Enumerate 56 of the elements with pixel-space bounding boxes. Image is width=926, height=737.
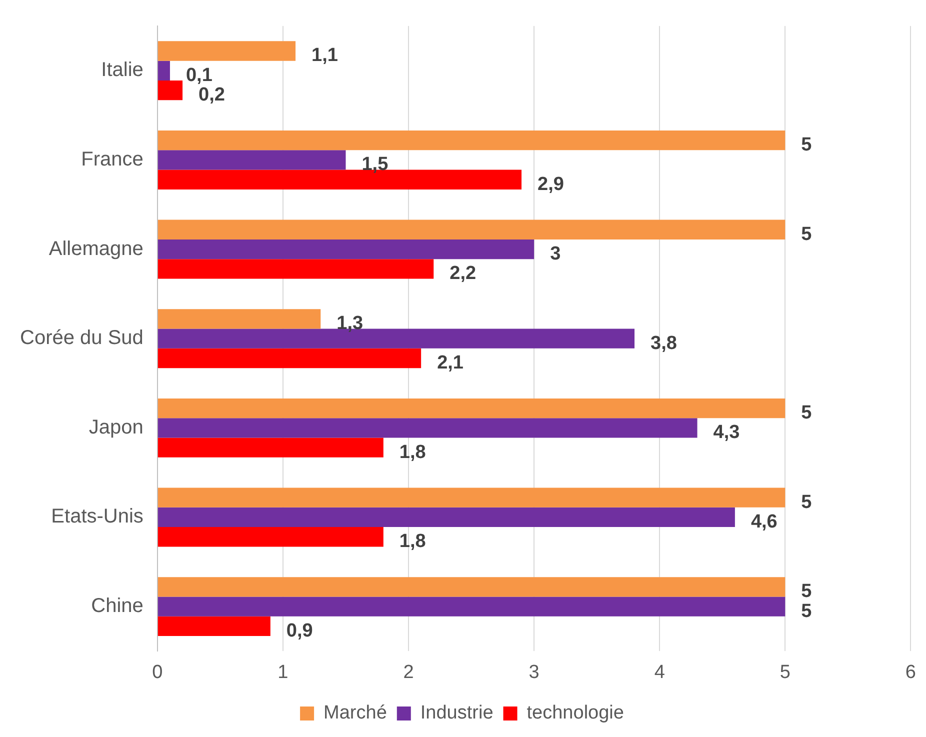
y-tick-label: France <box>81 148 144 170</box>
bar <box>158 527 384 547</box>
data-label: 5 <box>801 134 812 156</box>
bar <box>158 130 786 150</box>
bar <box>158 41 296 61</box>
data-label: 2,2 <box>450 263 476 284</box>
bar <box>158 150 346 170</box>
data-label: 0,9 <box>286 620 313 642</box>
data-label: 4,6 <box>750 511 778 532</box>
data-label: 3 <box>550 244 561 265</box>
bar <box>158 309 321 329</box>
x-tick-label: 2 <box>403 662 414 683</box>
bar <box>158 348 422 368</box>
bar <box>158 577 786 597</box>
bar <box>158 80 183 100</box>
data-label: 2,1 <box>437 352 464 374</box>
bar <box>158 418 698 438</box>
y-tick-label: Etats-Unis <box>51 506 144 528</box>
data-label: 5 <box>801 402 812 424</box>
bar <box>158 220 786 240</box>
bar <box>158 596 786 616</box>
bar <box>158 488 786 508</box>
bar <box>158 259 434 279</box>
x-tick-label: 1 <box>278 662 288 683</box>
y-tick-label: Corée du Sud <box>20 327 144 350</box>
data-label: 3,8 <box>650 332 677 354</box>
legend-label: Marché <box>324 702 387 724</box>
bar <box>158 438 384 458</box>
data-label: 4,3 <box>713 422 740 444</box>
data-label: 1,8 <box>399 531 426 552</box>
data-label: 0,1 <box>186 64 213 86</box>
y-tick-label: Japon <box>88 416 144 438</box>
data-label: 5 <box>801 492 812 513</box>
bar <box>158 398 786 418</box>
data-label: 2,9 <box>538 174 564 195</box>
x-tick-label: 5 <box>780 662 790 683</box>
data-label: 1,3 <box>336 313 364 334</box>
y-tick-label: Chine <box>91 595 144 618</box>
bar <box>158 507 735 528</box>
data-label: 0,2 <box>198 84 225 106</box>
legend-label: Industrie <box>420 702 494 724</box>
y-tick-label: Allemagne <box>48 238 144 260</box>
data-label: 1,1 <box>312 45 338 66</box>
x-tick-label: 3 <box>528 662 540 683</box>
bar <box>158 239 534 260</box>
bar <box>158 60 170 80</box>
data-label: 5 <box>801 600 812 622</box>
x-tick-label: 6 <box>905 662 916 683</box>
y-tick-label: Italie <box>101 59 144 82</box>
x-tick-label: 0 <box>152 662 163 683</box>
x-tick-label: 4 <box>654 662 666 683</box>
data-label: 5 <box>801 224 812 245</box>
bar <box>158 616 270 636</box>
data-label: 1,8 <box>399 442 426 463</box>
legend-label: technologie <box>526 702 624 724</box>
data-label: 5 <box>801 581 812 602</box>
